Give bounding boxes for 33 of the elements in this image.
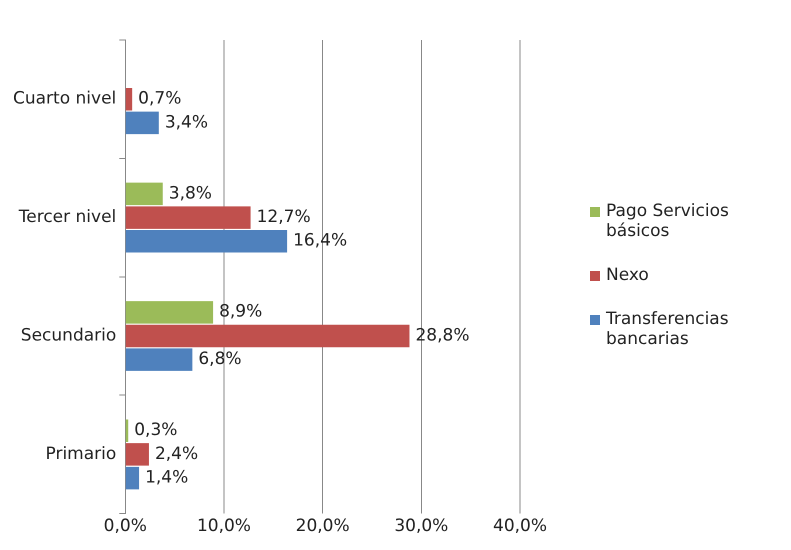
y-tick-label: Cuarto nivel: [12, 88, 116, 109]
legend-label: Nexo: [606, 265, 649, 285]
data-label: 6,8%: [198, 349, 242, 370]
data-label: 12,7%: [256, 207, 311, 228]
legend-label: Pago Servicios básicos: [606, 201, 730, 241]
bar: [126, 443, 149, 466]
bar: [126, 324, 410, 348]
data-label: 1,4%: [145, 468, 188, 488]
data-label: 0,7%: [138, 88, 182, 109]
legend-label: Transferencias bancarias: [606, 309, 730, 349]
bar: [126, 182, 163, 206]
bar: [126, 88, 132, 110]
bar: [126, 466, 140, 490]
x-tick-label: 30,0%: [394, 516, 448, 536]
x-tick-label: 0,0%: [104, 516, 147, 536]
bar: [126, 348, 192, 371]
bar: [126, 230, 288, 253]
data-label: 2,4%: [154, 444, 198, 464]
data-label: 3,8%: [168, 183, 212, 204]
data-label: 8,9%: [219, 302, 262, 322]
data-label: 16,4%: [293, 230, 348, 251]
y-tick-label: Tercer nivel: [18, 207, 116, 228]
data-label: 0,3%: [134, 420, 178, 440]
y-tick-label: Secundario: [20, 325, 116, 346]
x-tick-label: 20,0%: [296, 516, 350, 536]
data-label: 3,4%: [164, 112, 208, 132]
x-tick-label: 40,0%: [492, 516, 548, 536]
data-label: 28,8%: [415, 325, 470, 346]
bar: [126, 301, 214, 324]
bar: [126, 112, 159, 134]
x-tick-label: 10,0%: [196, 516, 251, 536]
y-tick-label: Primario: [45, 444, 116, 464]
bar: [126, 206, 251, 229]
